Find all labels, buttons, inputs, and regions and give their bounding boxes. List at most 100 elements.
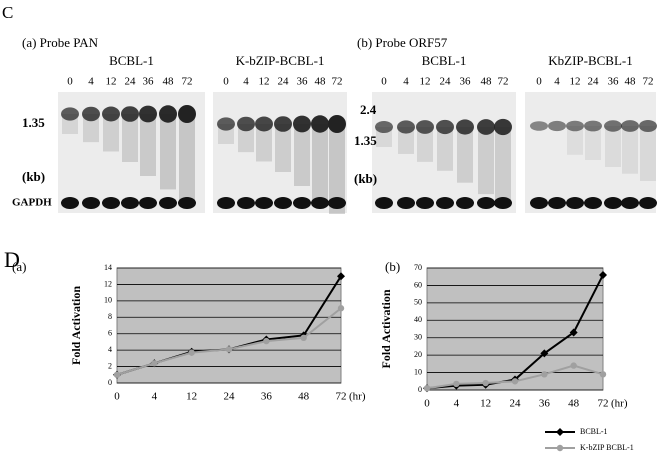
blot-band bbox=[121, 106, 139, 122]
data-point bbox=[511, 378, 519, 385]
lane-label: 0 bbox=[223, 76, 229, 88]
data-point bbox=[556, 428, 564, 436]
blot-band bbox=[604, 120, 622, 132]
lane-label: 36 bbox=[297, 76, 309, 88]
probe-title: (a) Probe PAN bbox=[22, 35, 99, 50]
group-label: K-bZIP-BCBL-1 bbox=[236, 53, 325, 68]
blot-smear bbox=[605, 126, 621, 167]
y-tick-label: 70 bbox=[414, 263, 422, 272]
y-tick-label: 10 bbox=[104, 296, 112, 305]
data-point bbox=[599, 371, 607, 378]
data-point bbox=[188, 349, 195, 356]
gapdh-band bbox=[416, 197, 434, 209]
gapdh-band bbox=[178, 197, 196, 209]
gapdh-band bbox=[311, 197, 329, 209]
gapdh-band bbox=[397, 197, 415, 209]
group-label: BCBL-1 bbox=[109, 53, 154, 68]
lane-label: 24 bbox=[588, 76, 600, 88]
size-marker: 2.4 bbox=[360, 102, 377, 117]
blot-image bbox=[213, 92, 347, 213]
blot-smear bbox=[495, 127, 511, 207]
panel-label: C bbox=[2, 3, 13, 22]
lane-label: 36 bbox=[608, 76, 620, 88]
data-point bbox=[113, 371, 121, 378]
lane-label: 48 bbox=[163, 76, 175, 88]
gapdh-band bbox=[82, 197, 100, 209]
lane-label: 48 bbox=[625, 76, 637, 88]
blot-band bbox=[548, 120, 566, 132]
blot-band bbox=[311, 115, 329, 133]
gapdh-band bbox=[293, 197, 311, 209]
y-axis-title: Fold Activation bbox=[379, 289, 393, 368]
lane-label: 36 bbox=[143, 76, 155, 88]
lane-label: 72 bbox=[182, 76, 193, 88]
x-tick-label: 0 bbox=[424, 398, 430, 410]
y-tick-label: 40 bbox=[414, 315, 422, 324]
blot-band bbox=[530, 121, 548, 131]
lane-label: 12 bbox=[106, 76, 117, 88]
x-tick-label: 4 bbox=[152, 391, 158, 403]
probe-title: (b) Probe ORF57 bbox=[357, 35, 448, 50]
gapdh-band bbox=[217, 197, 235, 209]
lane-label: 4 bbox=[88, 76, 94, 88]
x-tick-label: 36 bbox=[539, 398, 551, 410]
data-point bbox=[482, 379, 489, 387]
data-point bbox=[569, 328, 578, 337]
y-axis-title: Fold Activation bbox=[69, 286, 83, 365]
x-tick-label: 24 bbox=[510, 398, 522, 410]
lane-label: 4 bbox=[243, 76, 249, 88]
blot-band bbox=[274, 116, 292, 132]
y-tick-label: 60 bbox=[414, 280, 422, 289]
blot-smear bbox=[140, 114, 156, 176]
lane-label: 72 bbox=[332, 76, 343, 88]
data-point bbox=[337, 305, 345, 312]
blot-smear bbox=[179, 114, 195, 204]
x-tick-label: 72 bbox=[336, 391, 347, 403]
blot-band bbox=[436, 119, 454, 135]
data-point bbox=[225, 346, 233, 353]
x-tick-label: 72 bbox=[598, 398, 609, 410]
legend-label: BCBL-1 bbox=[580, 427, 608, 436]
y-tick-label: 14 bbox=[104, 263, 112, 272]
plot-area bbox=[426, 267, 604, 391]
blot-band bbox=[217, 117, 235, 131]
blot-band bbox=[178, 105, 196, 123]
gapdh-band bbox=[102, 197, 120, 209]
panel-sublabel: (b) bbox=[385, 259, 400, 274]
lane-label: 72 bbox=[498, 76, 509, 88]
group-label: KbZIP-BCBL-1 bbox=[548, 53, 633, 68]
gapdh-band bbox=[139, 197, 157, 209]
gapdh-band bbox=[328, 197, 346, 209]
gapdh-band bbox=[375, 197, 393, 209]
gapdh-band bbox=[159, 197, 177, 209]
lane-label: 0 bbox=[536, 76, 542, 88]
panel-label: D bbox=[4, 247, 20, 272]
y-tick-label: 50 bbox=[414, 298, 422, 307]
x-tick-label: 12 bbox=[186, 391, 197, 403]
unit-label: (kb) bbox=[22, 169, 45, 184]
blot-smear bbox=[622, 126, 638, 174]
blot-band bbox=[639, 120, 657, 132]
blot-smear bbox=[256, 124, 272, 162]
blot-band bbox=[456, 119, 474, 135]
x-unit: (hr) bbox=[349, 391, 366, 403]
lane-label: 12 bbox=[570, 76, 581, 88]
blot-band bbox=[82, 106, 100, 122]
lane-label: 24 bbox=[125, 76, 137, 88]
y-tick-label: 6 bbox=[108, 329, 112, 338]
blot-band bbox=[139, 105, 157, 123]
blot-band bbox=[328, 115, 346, 133]
y-tick-label: 0 bbox=[418, 385, 422, 394]
blot-smear bbox=[585, 126, 601, 160]
lane-label: 0 bbox=[67, 76, 73, 88]
lane-label: 36 bbox=[460, 76, 472, 88]
blot-smear bbox=[160, 114, 176, 190]
data-point bbox=[570, 362, 577, 369]
blot-smear bbox=[478, 127, 494, 195]
y-tick-label: 12 bbox=[104, 279, 112, 288]
gapdh-band bbox=[477, 197, 495, 209]
blot-image bbox=[525, 92, 656, 213]
y-tick-label: 2 bbox=[108, 361, 112, 370]
blot-smear bbox=[640, 126, 656, 181]
blot-image bbox=[372, 92, 516, 213]
